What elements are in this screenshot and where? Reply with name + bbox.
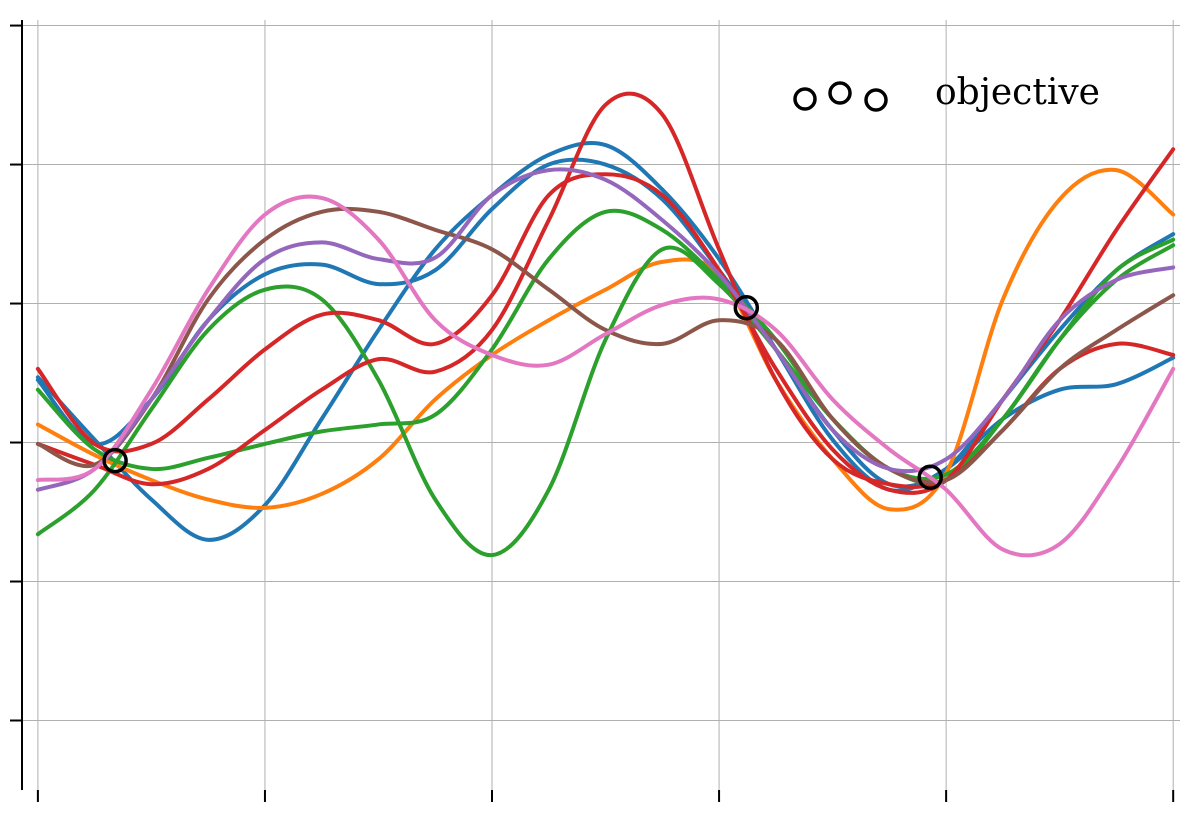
observation-point [917, 464, 943, 491]
legend-marker [828, 81, 852, 105]
series-line [35, 194, 1176, 558]
legend-label: objective [935, 72, 1100, 113]
observation-point [102, 447, 128, 474]
series-line [35, 167, 1176, 492]
series-line [35, 206, 1176, 485]
legend-marker [864, 88, 888, 112]
series-line [35, 140, 1176, 542]
series-line [35, 208, 1176, 481]
legend-marker [793, 87, 817, 111]
observation-point [733, 294, 760, 321]
